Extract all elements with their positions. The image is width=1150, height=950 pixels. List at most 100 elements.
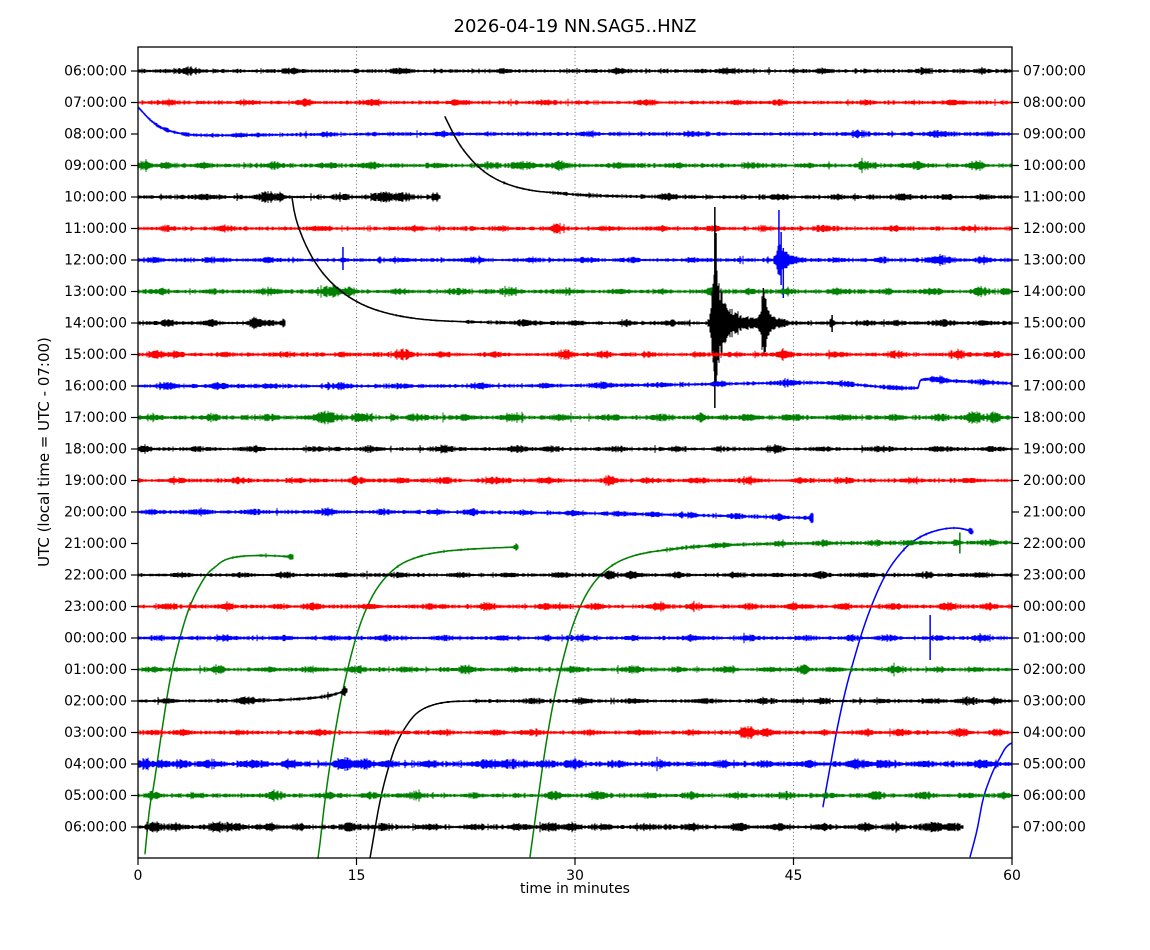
trace-row-11-16:00 xyxy=(137,375,1013,391)
right-tick-label: 03:00:00 xyxy=(1023,694,1086,710)
trace-row-25-06:00 xyxy=(137,821,964,833)
trace-noise xyxy=(137,375,1013,391)
left-tick-label: 04:00:00 xyxy=(64,757,127,773)
right-tick-label: 11:00:00 xyxy=(1023,190,1086,206)
trace-centerline xyxy=(138,690,347,702)
trace-row-1-06:00 xyxy=(137,66,1013,76)
trace-row-6-11:00 xyxy=(137,222,1013,235)
trace-row-4-09:00 xyxy=(137,157,1013,174)
right-tick-label: 16:00:00 xyxy=(1023,347,1086,363)
trace-row-5-10:00 xyxy=(137,116,1013,203)
right-tick-label: 12:00:00 xyxy=(1023,221,1086,237)
trace-centerline xyxy=(529,549,665,858)
left-tick-label: 22:00:00 xyxy=(64,568,127,584)
right-tick-label: 06:00:00 xyxy=(1023,788,1086,804)
right-tick-label: 01:00:00 xyxy=(1023,631,1086,647)
trace-row-19-00:00 xyxy=(137,615,1013,660)
trace-row-24-05:00 xyxy=(137,789,1013,802)
right-tick-label: 07:00:00 xyxy=(1023,820,1086,836)
right-tick-label: 08:00:00 xyxy=(1023,95,1086,111)
trace-row-16-21:00 xyxy=(144,532,1013,859)
trace-row-2-07:00 xyxy=(137,98,1013,107)
right-tick-label: 19:00:00 xyxy=(1023,442,1086,458)
trace-centerline xyxy=(969,742,1013,858)
left-tick-label: 14:00:00 xyxy=(64,316,127,332)
x-tick-label: 15 xyxy=(348,868,366,884)
trace-row-13-18:00 xyxy=(137,444,1013,454)
left-tick-label: 13:00:00 xyxy=(64,284,127,300)
right-tick-label: 14:00:00 xyxy=(1023,284,1086,300)
left-tick-label: 19:00:00 xyxy=(64,473,127,489)
left-tick-label: 12:00:00 xyxy=(64,253,127,269)
trace-centerline xyxy=(552,191,1011,198)
right-tick-label: 20:00:00 xyxy=(1023,473,1086,489)
left-tick-label: 01:00:00 xyxy=(64,662,127,678)
left-tick-label: 11:00:00 xyxy=(64,221,127,237)
trace-row-18-23:00 xyxy=(137,600,1013,613)
trace-centerline xyxy=(664,541,1011,551)
left-tick-label: 03:00:00 xyxy=(64,725,127,741)
trace-centerline xyxy=(444,116,554,194)
left-tick-label: 23:00:00 xyxy=(64,599,127,615)
right-tick-label: 05:00:00 xyxy=(1023,757,1086,773)
right-tick-label: 23:00:00 xyxy=(1023,568,1086,584)
trace-centerline xyxy=(369,700,471,859)
left-tick-label: 21:00:00 xyxy=(64,536,127,552)
left-tick-label: 09:00:00 xyxy=(64,158,127,174)
trace-noise xyxy=(969,742,1013,858)
left-tick-label: 08:00:00 xyxy=(64,127,127,143)
left-tick-label: 20:00:00 xyxy=(64,505,127,521)
left-tick-label: 17:00:00 xyxy=(64,410,127,426)
left-tick-label: 10:00:00 xyxy=(64,190,127,206)
trace-centerline xyxy=(291,197,467,323)
trace-centerline xyxy=(317,546,519,859)
trace-centerline xyxy=(465,321,1012,324)
left-tick-label: 16:00:00 xyxy=(64,379,127,395)
trace-noise xyxy=(529,549,666,858)
plot-frame xyxy=(137,46,1013,859)
trace-noise xyxy=(444,116,554,194)
trace-row-10-15:00 xyxy=(137,348,1013,361)
trace-noise xyxy=(137,686,348,705)
x-axis-label: time in minutes xyxy=(520,881,630,897)
left-tick-label: 02:00:00 xyxy=(64,694,127,710)
x-tick-label: 45 xyxy=(785,868,803,884)
trace-centerline xyxy=(138,511,813,519)
trace-centerline xyxy=(137,106,1012,137)
trace-row-9-14:00 xyxy=(137,197,1013,408)
right-tick-label: 09:00:00 xyxy=(1023,127,1086,143)
trace-row-3-08:00 xyxy=(137,105,1013,139)
x-tick-label: 30 xyxy=(566,868,584,884)
trace-row-14-19:00 xyxy=(137,475,1013,486)
right-tick-label: 13:00:00 xyxy=(1023,253,1086,269)
right-tick-label: 21:00:00 xyxy=(1023,505,1086,521)
x-tick-label: 60 xyxy=(1003,868,1021,884)
left-tick-label: 07:00:00 xyxy=(64,95,127,111)
x-tick-label: 0 xyxy=(134,868,143,884)
right-tick-label: 22:00:00 xyxy=(1023,536,1086,552)
plot-title: 2026-04-19 NN.SAG5..HNZ xyxy=(453,16,697,37)
right-tick-label: 15:00:00 xyxy=(1023,316,1086,332)
left-tick-label: 18:00:00 xyxy=(64,442,127,458)
trace-centerline xyxy=(822,527,974,807)
right-tick-label: 17:00:00 xyxy=(1023,379,1086,395)
trace-row-17-22:00 xyxy=(137,570,1013,580)
left-tick-label: 15:00:00 xyxy=(64,347,127,363)
right-tick-label: 18:00:00 xyxy=(1023,410,1086,426)
left-tick-label: 06:00:00 xyxy=(64,820,127,836)
trace-row-15-20:00 xyxy=(137,507,974,808)
right-tick-label: 10:00:00 xyxy=(1023,158,1086,174)
trace-centerline xyxy=(144,554,294,854)
left-tick-label: 00:00:00 xyxy=(64,631,127,647)
trace-centerline xyxy=(138,378,1013,389)
right-tick-label: 04:00:00 xyxy=(1023,725,1086,741)
trace-row-7-12:00 xyxy=(137,210,1013,298)
right-tick-label: 02:00:00 xyxy=(1023,662,1086,678)
right-tick-label: 00:00:00 xyxy=(1023,599,1086,615)
right-tick-label: 07:00:00 xyxy=(1023,64,1086,80)
left-tick-label: 05:00:00 xyxy=(64,788,127,804)
left-tick-label: 06:00:00 xyxy=(64,64,127,80)
trace-noise xyxy=(144,553,294,855)
